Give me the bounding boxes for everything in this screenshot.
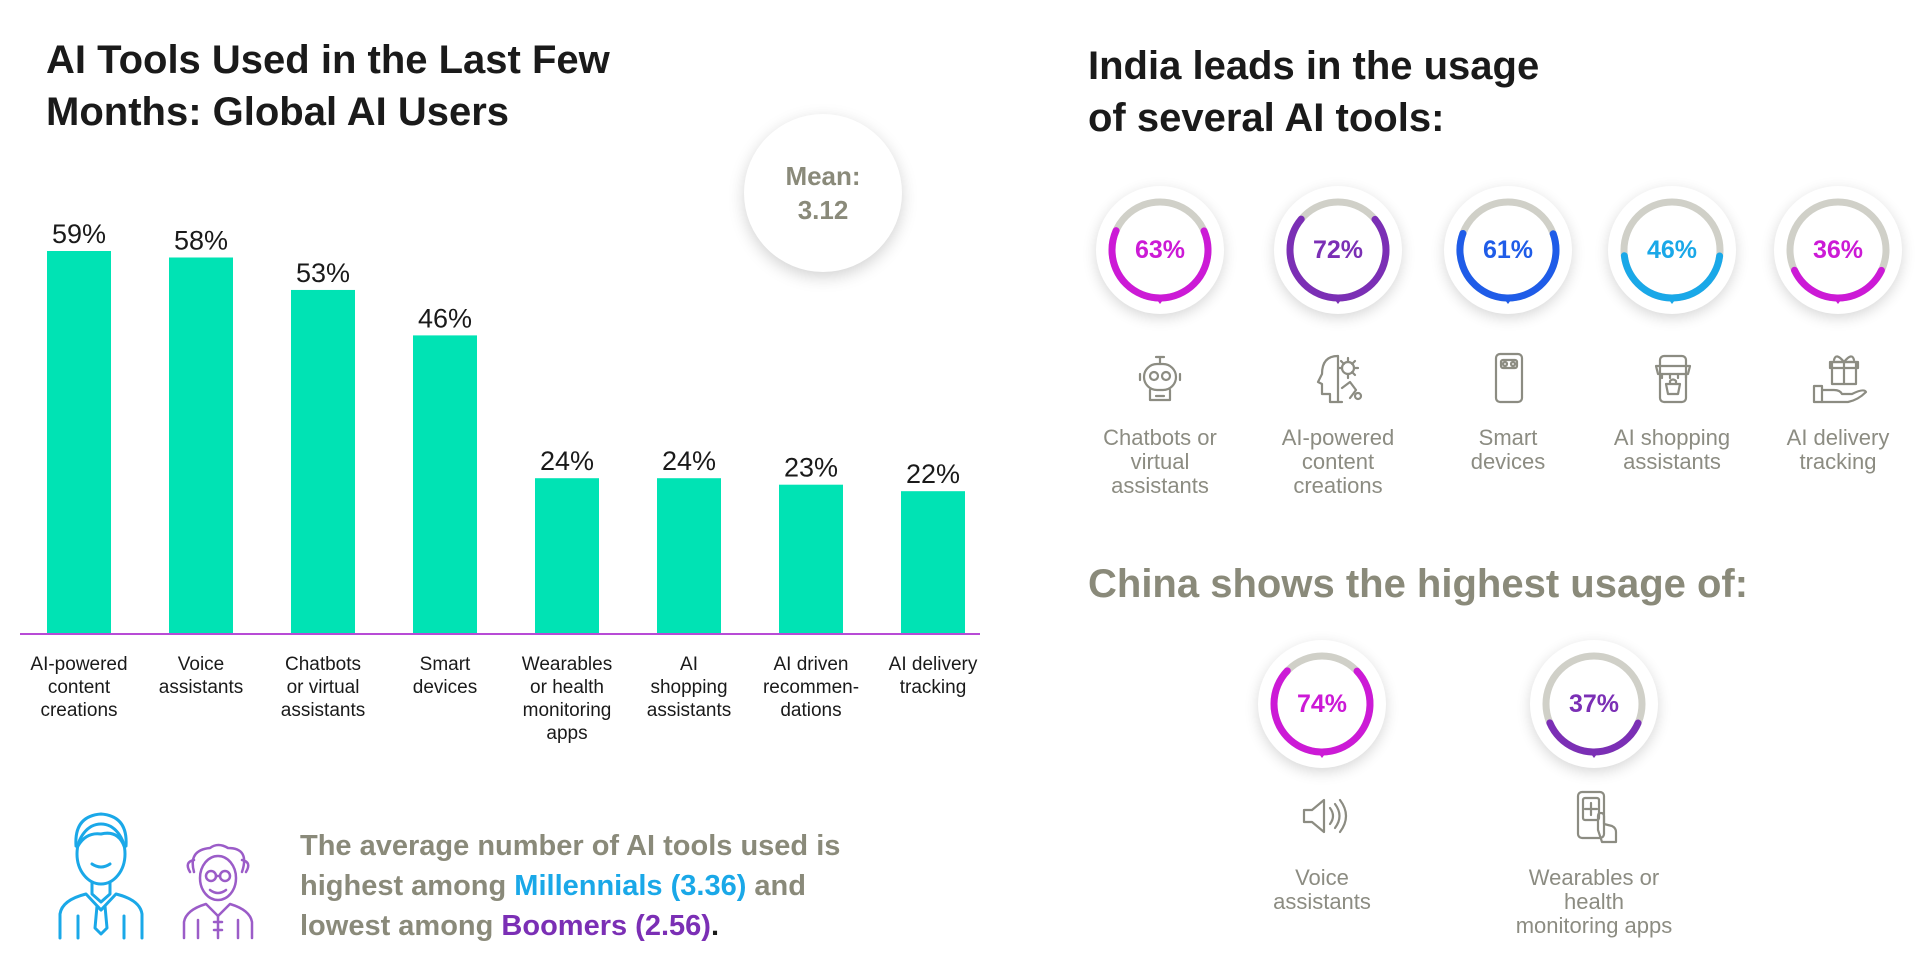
india-ring-pct-2: 72% <box>1312 235 1364 264</box>
mean-label: Mean: <box>785 161 861 191</box>
india-ring-pointer-1 <box>1154 296 1166 304</box>
india-ring-4: 46% <box>1608 186 1736 314</box>
india-ring-3: 61% <box>1444 186 1572 314</box>
category-label-7: AI driven recommen-dations <box>763 654 859 721</box>
bar-7 <box>779 484 843 634</box>
bar-4 <box>413 335 477 634</box>
chart-title: AI Tools Used in the Last Few Months: Gl… <box>46 34 610 138</box>
bar-value-label-3: 53% <box>296 258 350 288</box>
millennial-person-icon <box>58 812 144 940</box>
boomers-stat: Boomers (2.56) <box>501 910 711 942</box>
india-tool-label-3: Smart devices <box>1470 425 1546 474</box>
india-ring-pct-1: 63% <box>1134 235 1186 264</box>
india-ring-pointer-3 <box>1502 296 1514 304</box>
india-heading: India leads in the usage of several AI t… <box>1088 40 1539 144</box>
category-label-3: Chatbots or virtual assistants <box>281 654 365 721</box>
india-tool-label-2: AI-powered content creations <box>1281 425 1395 498</box>
india-ring-2: 72% <box>1274 186 1402 314</box>
bar-value-label-4: 46% <box>418 303 472 333</box>
bar-5 <box>535 478 599 634</box>
gift-hand-icon <box>1812 355 1868 404</box>
bar-3 <box>291 289 355 634</box>
bar-value-label-5: 24% <box>540 446 594 476</box>
china-ring-2: 37% <box>1530 640 1658 768</box>
china-heading: China shows the highest usage of: <box>1088 562 1749 606</box>
india-ring-pct-4: 46% <box>1646 235 1698 264</box>
category-label-6: AI shopping assistants <box>647 654 731 721</box>
robot-icon <box>1138 355 1182 402</box>
generation-note: The average number of AI tools used is h… <box>300 826 1000 946</box>
india-tool-label-1: Chatbots or virtual assistants <box>1103 425 1217 498</box>
note-line-2: highest among Millennials (3.36) and <box>300 866 1000 906</box>
note-part-1: The average number of AI tools used is <box>300 830 841 862</box>
india-ring-5: 36% <box>1774 186 1902 314</box>
india-ring-pointer-2 <box>1332 296 1344 304</box>
india-ring-pct-3: 61% <box>1482 235 1534 264</box>
chart-title-line-2: Months: Global AI Users <box>46 90 510 134</box>
shop-phone-icon <box>1654 354 1692 404</box>
bar-8 <box>901 491 965 634</box>
note-part-2: highest among <box>300 870 515 902</box>
bar-6 <box>657 478 721 634</box>
india-ring-1: 63% <box>1096 186 1224 314</box>
china-tool-label-1: Voice assistants <box>1273 865 1371 914</box>
bar-chart: 59% AI-powered content creations 58% Voice ass… <box>20 219 980 744</box>
china-tool-label-2: Wearables or health monitoring apps <box>1515 865 1673 938</box>
bar-value-label-1: 59% <box>52 219 106 249</box>
bar-value-label-7: 23% <box>784 453 838 483</box>
boomer-person-icon <box>182 843 254 940</box>
bar-value-label-8: 22% <box>906 459 960 489</box>
smartphone-icon <box>1494 352 1524 404</box>
bar-1 <box>47 251 111 634</box>
category-label-8: AI delivery tracking <box>889 654 978 698</box>
mean-value: 3.12 <box>797 195 849 225</box>
category-label-5: Wearables or health monitoring apps <box>522 654 612 744</box>
bar-2 <box>169 257 233 634</box>
china-ring-pct-1: 74% <box>1296 689 1348 718</box>
note-part-5: . <box>710 910 719 942</box>
category-label-4: Smart devices <box>413 654 477 698</box>
china-ring-arc-1 <box>1270 652 1374 756</box>
india-tool-label-4: AI shopping assistants <box>1613 425 1731 474</box>
mean-bubble: Mean: 3.12 <box>744 114 902 272</box>
chart-title-line-1: AI Tools Used in the Last Few <box>46 38 610 82</box>
note-line-3: lowest among Boomers (2.56). <box>300 906 1000 946</box>
category-label-1: AI-powered content creations <box>30 654 127 721</box>
india-ring-arc-3 <box>1456 198 1560 302</box>
china-ring-1: 74% <box>1258 640 1386 768</box>
ai-head-icon <box>1316 354 1363 404</box>
india-heading-line-2: of several AI tools: <box>1088 96 1445 140</box>
china-ring-arc-2 <box>1542 652 1646 756</box>
bar-value-label-6: 24% <box>662 446 716 476</box>
note-line-1: The average number of AI tools used is <box>300 826 1000 866</box>
china-ring-pointer-1 <box>1316 750 1328 758</box>
china-ring-pct-2: 37% <box>1568 689 1620 718</box>
india-ring-arc-1 <box>1108 198 1212 302</box>
note-part-3: and <box>746 870 806 902</box>
health-phone-icon <box>1576 790 1618 844</box>
category-label-2: Voice assistants <box>159 654 243 698</box>
india-ring-arc-2 <box>1286 198 1390 302</box>
india-ring-arc-5 <box>1786 198 1890 302</box>
note-part-4: lowest among <box>300 910 502 942</box>
millennials-stat: Millennials (3.36) <box>514 870 747 902</box>
speaker-icon <box>1302 798 1348 834</box>
india-ring-arc-4 <box>1620 198 1724 302</box>
india-heading-line-1: India leads in the usage <box>1088 44 1540 88</box>
india-ring-pointer-4 <box>1666 296 1678 304</box>
india-ring-pct-5: 36% <box>1812 235 1864 264</box>
india-ring-pointer-5 <box>1832 296 1844 304</box>
china-ring-pointer-2 <box>1588 750 1600 758</box>
bar-value-label-2: 58% <box>174 225 228 255</box>
india-tool-label-5: AI delivery tracking <box>1786 425 1890 474</box>
